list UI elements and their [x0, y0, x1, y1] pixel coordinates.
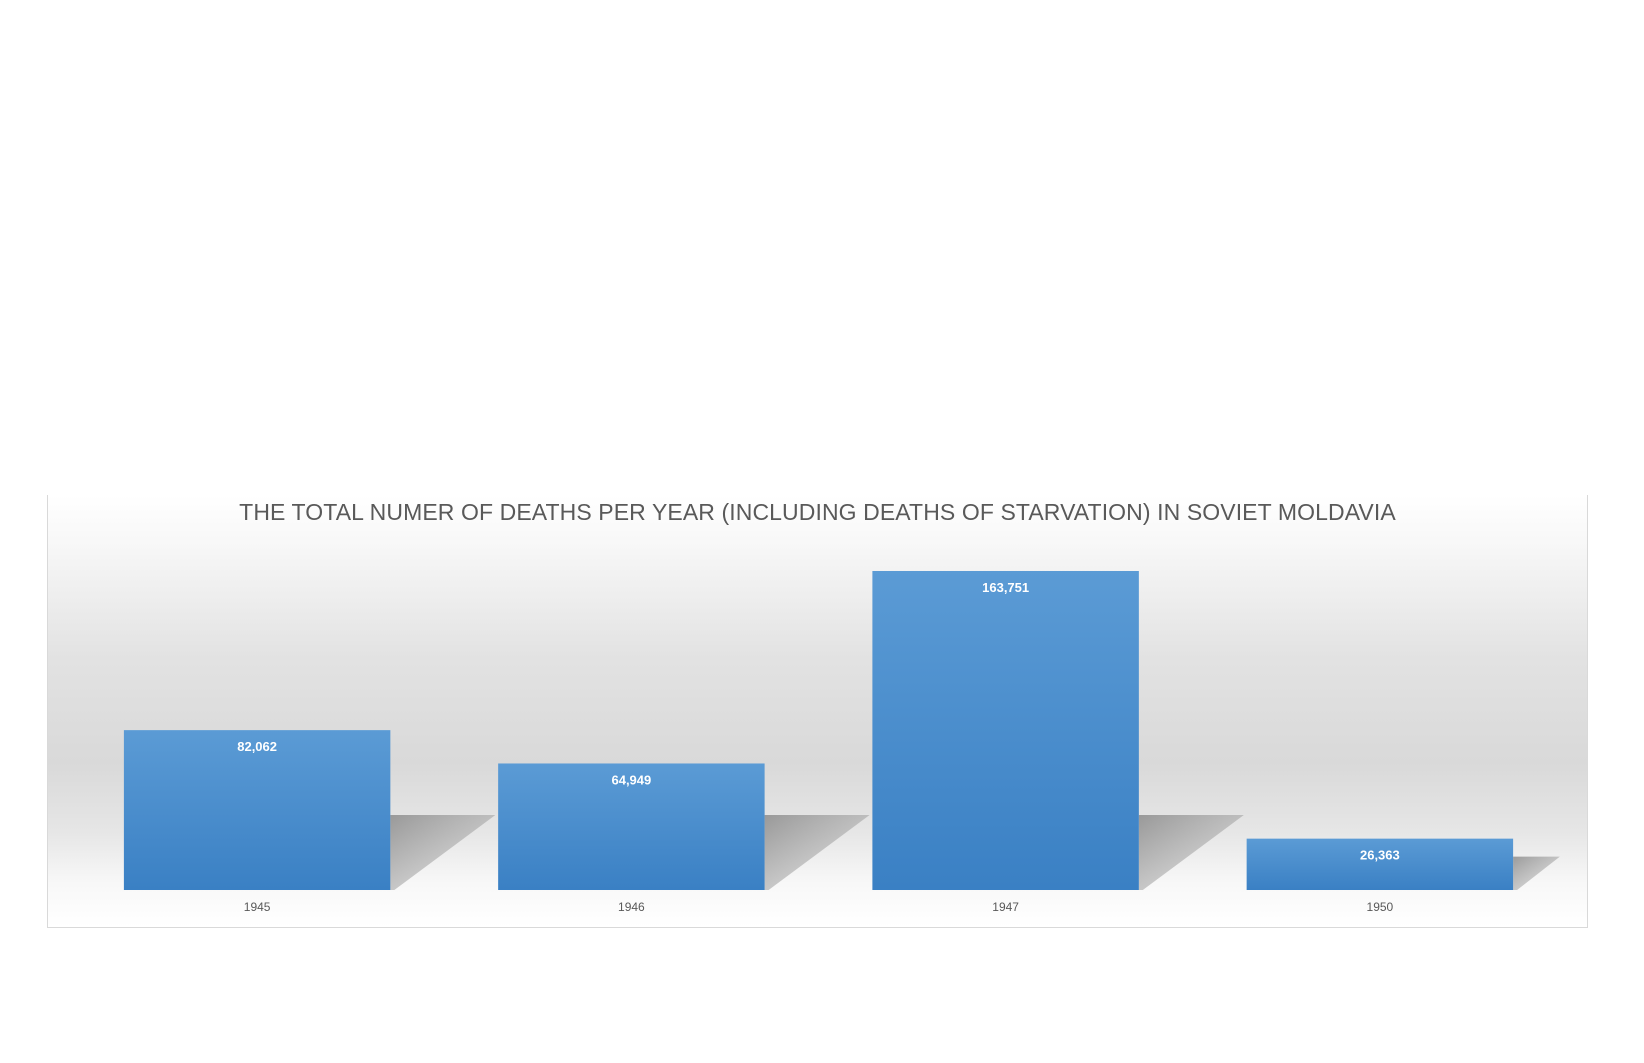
- data-label-1946: 64,949: [611, 772, 651, 787]
- bar-1946: [498, 763, 765, 890]
- x-tick-label-1950: 1950: [1367, 900, 1394, 914]
- bar-1947: [872, 571, 1139, 890]
- bar-shadow-1950: [1513, 856, 1560, 890]
- bar-shadows: [390, 815, 1560, 890]
- data-labels: 82,062 64,949 163,751 26,363: [237, 580, 1400, 863]
- x-axis-tick-labels: 1945 1946 1947 1950: [244, 900, 1394, 914]
- bar-shadow-1947: [1138, 815, 1244, 890]
- x-tick-label-1945: 1945: [244, 900, 271, 914]
- data-label-1950: 26,363: [1360, 848, 1400, 863]
- bar-shadow-1946: [764, 815, 870, 890]
- x-tick-label-1946: 1946: [618, 900, 645, 914]
- chart-title: THE TOTAL NUMER OF DEATHS PER YEAR (INCL…: [239, 499, 1396, 525]
- data-label-1947: 163,751: [982, 580, 1029, 595]
- bars: [123, 571, 1514, 890]
- data-label-1945: 82,062: [237, 739, 277, 754]
- bar-1945: [123, 730, 391, 890]
- bar-shadow-1945: [390, 815, 496, 890]
- chart-area: THE TOTAL NUMER OF DEATHS PER YEAR (INCL…: [47, 495, 1588, 928]
- bar-1950: [1246, 838, 1514, 890]
- x-tick-label-1947: 1947: [992, 900, 1019, 914]
